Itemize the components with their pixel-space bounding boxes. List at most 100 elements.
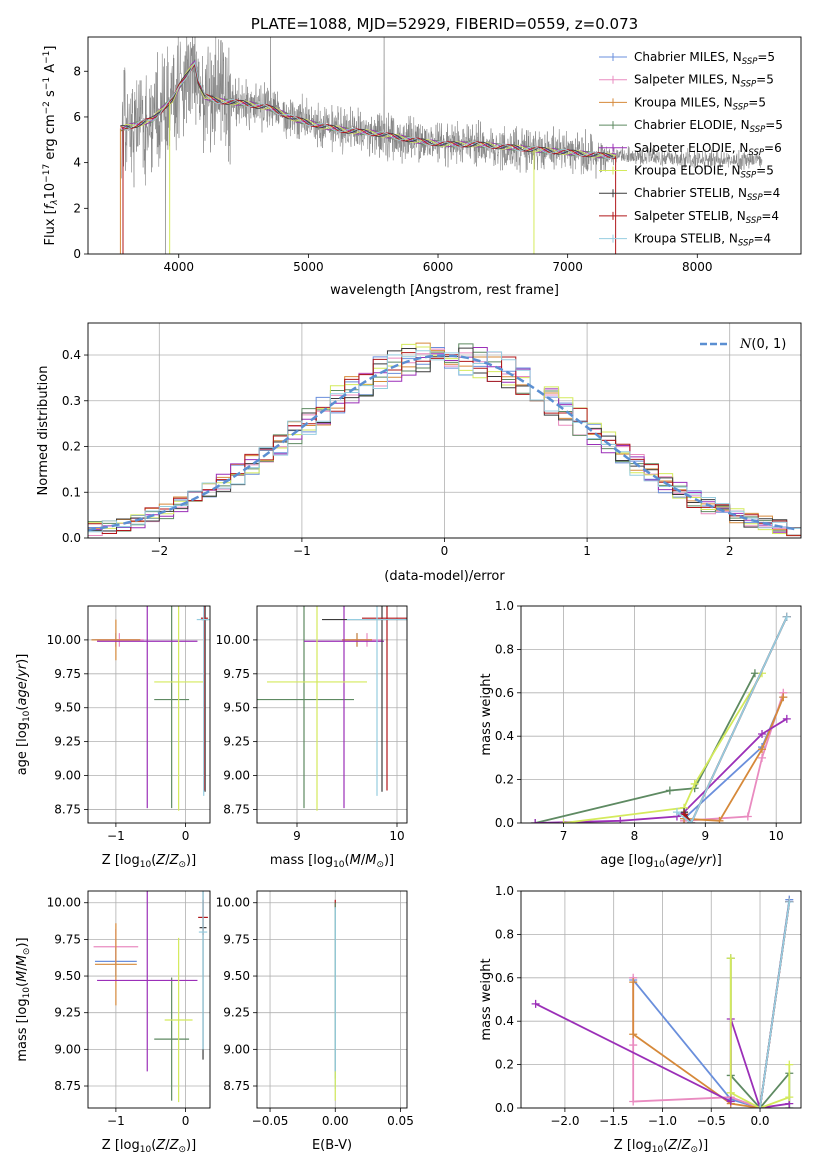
axes-frame: [87, 605, 211, 824]
x-tick-label: −1: [293, 544, 311, 558]
y-tick-label: 9.25: [54, 1006, 81, 1020]
series-salpeter-miles: [680, 688, 788, 823]
x-tick-label: 0.0: [750, 1114, 769, 1128]
data-point: [756, 1104, 765, 1108]
x-tick-label: 5000: [293, 260, 324, 274]
y-tick-label: 0.4: [495, 729, 514, 743]
errorbar-kroupa-elodie: [164, 937, 193, 1103]
y-tick-label: 6: [73, 110, 81, 124]
age_vs_mass-axes: 9 10 8.75 9.00 9.25 9.50 9.75 10.00: [216, 606, 407, 843]
x-tick-label: 7000: [552, 260, 583, 274]
y-tick-label: 2: [73, 201, 81, 215]
data-point: [616, 816, 625, 823]
y-tick-label: 0.6: [495, 686, 514, 700]
legend-entry-chabrier-elodie: Chabrier ELODIE, NSSP=5: [599, 118, 783, 135]
y-tick-label: 9.75: [54, 932, 81, 946]
data-point: [726, 954, 735, 963]
legend-label: Salpeter MILES, NSSP=5: [634, 73, 774, 90]
y-tick-label: 0.6: [495, 971, 514, 985]
y-tick-label: 10.00: [216, 633, 250, 647]
data-point: [782, 714, 791, 723]
legend-entry-kroupa-stelib: Kroupa STELIB, NSSP=4: [599, 232, 771, 249]
y-axis-label: Normed distribution: [36, 366, 51, 496]
series-line: [729, 958, 791, 1108]
x-axis-label: Z [log10(Z/Z⊙)]: [102, 853, 196, 870]
errorbar-kroupa-miles: [94, 923, 137, 1006]
x-axis-label: Z [log10(Z/Z⊙)]: [102, 1138, 196, 1155]
y-tick-label: 1.0: [495, 884, 514, 898]
data-point: [531, 819, 540, 823]
x-tick-label: 7: [560, 829, 568, 843]
series-line: [632, 982, 761, 1108]
legend-entry-salpeter-elodie: Salpeter ELODIE, NSSP=6: [599, 141, 782, 158]
axes-frame: [87, 322, 802, 539]
y-tick-label: 9.50: [54, 701, 81, 715]
data-point: [758, 753, 767, 762]
residual-legend: N(0, 1): [700, 337, 786, 352]
data-point: [690, 779, 699, 788]
data-point: [715, 816, 724, 823]
errorbar-kroupa-elodie: [154, 606, 204, 811]
data-point: [665, 786, 674, 795]
legend-entry-chabrier-miles: Chabrier MILES, NSSP=5: [599, 50, 775, 67]
legend-entry-chabrier-stelib: Chabrier STELIB, NSSP=4: [599, 186, 780, 203]
errorbar-chabrier-elodie: [154, 606, 190, 809]
y-tick-label: 9.25: [223, 735, 250, 749]
x-axis-label: E(B-V): [312, 1138, 352, 1153]
legend-entry-kroupa-elodie: Kroupa ELODIE, NSSP=5: [599, 164, 774, 181]
legend-label: Kroupa MILES, NSSP=5: [634, 95, 766, 112]
x-tick-label: −1: [107, 829, 125, 843]
x-tick-label: 4000: [163, 260, 194, 274]
x-tick-label: 6000: [423, 260, 454, 274]
errorbar-salpeter-elodie: [97, 891, 198, 1072]
legend-label: N(0, 1): [739, 337, 786, 352]
y-tick-label: 9.75: [54, 667, 81, 681]
x-tick-label: 1: [583, 544, 591, 558]
axes-frame: [256, 605, 408, 824]
x-tick-label: −0.5: [697, 1114, 726, 1128]
data-point: [531, 999, 540, 1008]
x-tick-label: 10: [769, 829, 784, 843]
y-tick-label: 0.4: [62, 348, 81, 362]
x-tick-label: −1.0: [648, 1114, 677, 1128]
legend-label: Salpeter STELIB, NSSP=4: [634, 209, 779, 226]
y-tick-label: 4: [73, 156, 81, 170]
legend-entry-kroupa-miles: Kroupa MILES, NSSP=5: [599, 95, 766, 112]
data-point: [743, 812, 752, 821]
y-tick-label: 0.8: [495, 927, 514, 941]
data-point: [785, 897, 794, 906]
series-line: [563, 672, 763, 823]
data-point: [726, 1088, 735, 1097]
x-tick-label: −1: [107, 1114, 125, 1128]
legend-label: Salpeter ELODIE, NSSP=6: [634, 141, 782, 158]
errorbar-kroupa-stelib: [196, 606, 210, 796]
y-axis-label: Flux [fλ10−17 erg cm−2 s−1 A−1]: [42, 46, 60, 246]
errorbar-salpeter-stelib: [200, 606, 208, 791]
x-tick-label: −2.0: [550, 1114, 579, 1128]
series-line: [683, 696, 785, 822]
data-point: [672, 808, 681, 817]
legend-label: Kroupa STELIB, NSSP=4: [634, 232, 771, 249]
y-tick-label: 0.2: [62, 440, 81, 454]
series-line: [759, 901, 791, 1108]
data-point: [629, 978, 638, 987]
errorbar-kroupa-stelib: [198, 891, 208, 1050]
series-line: [676, 616, 788, 823]
y-axis-label: mass weight: [479, 673, 494, 755]
axes-frame: [87, 36, 802, 255]
spectrum-axes: 4000 5000 6000 7000 8000 0 2 4 6 8: [73, 64, 712, 274]
series-line: [534, 672, 756, 823]
y-tick-label: 9.25: [54, 735, 81, 749]
x-tick-label: −0.05: [252, 1114, 289, 1128]
errorbar-salpeter-elodie: [97, 606, 198, 809]
x-tick-label: 0: [441, 544, 449, 558]
legend-label: Chabrier ELODIE, NSSP=5: [634, 118, 783, 135]
data-point: [726, 1097, 735, 1106]
y-tick-label: 9.00: [54, 1042, 81, 1056]
y-tick-label: 8: [73, 64, 81, 78]
y-tick-label: 9.25: [223, 1006, 250, 1020]
y-tick-label: 8.75: [54, 1079, 81, 1093]
x-axis-label: age [log10(age/yr)]: [600, 853, 722, 870]
legend-label: Chabrier STELIB, NSSP=4: [634, 186, 780, 203]
legend-label: Chabrier MILES, NSSP=5: [634, 50, 775, 67]
